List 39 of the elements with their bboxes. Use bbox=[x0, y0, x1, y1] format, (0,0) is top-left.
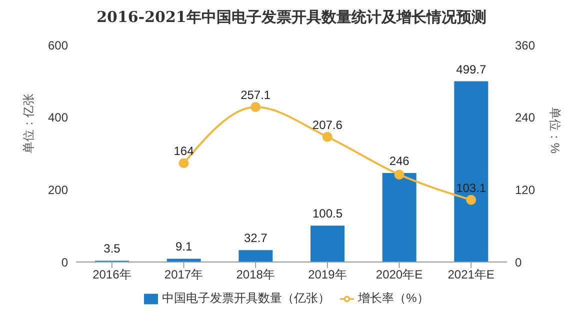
legend-label: 增长率（%） bbox=[358, 291, 429, 305]
data-label: 257.1 bbox=[240, 88, 271, 102]
y2-tick-label: 360 bbox=[515, 38, 536, 52]
x-tick-label: 2019年 bbox=[308, 268, 347, 282]
data-label: 207.6 bbox=[312, 118, 343, 132]
y-axis-title: 单位：亿张 bbox=[21, 94, 36, 154]
point bbox=[250, 102, 261, 112]
data-label: 499.7 bbox=[456, 62, 487, 76]
bar bbox=[238, 250, 273, 262]
x-tick-label: 2018年 bbox=[236, 268, 275, 282]
data-label: 3.5 bbox=[104, 242, 121, 256]
x-tick-label: 2017年 bbox=[164, 268, 204, 282]
data-label: 103.1 bbox=[456, 180, 486, 195]
point bbox=[466, 194, 476, 205]
y-tick-label: 400 bbox=[48, 110, 68, 125]
y-tick-label: 200 bbox=[48, 182, 68, 197]
bar bbox=[382, 173, 416, 262]
bar bbox=[166, 258, 201, 262]
chart-title: 2016-2021年中国电子发票开具数量统计及增长情况预测 bbox=[96, 8, 488, 27]
legend-label: 中国电子发票开具数量（亿张） bbox=[162, 291, 330, 305]
point bbox=[322, 132, 332, 142]
y-tick-label: 600 bbox=[48, 38, 68, 52]
y-tick-label: 0 bbox=[61, 255, 68, 270]
bar bbox=[310, 226, 344, 262]
data-label: 100.5 bbox=[312, 206, 343, 221]
y2-tick-label: 120 bbox=[515, 182, 536, 197]
x-tick-label: 2020年E bbox=[376, 268, 423, 282]
y2-tick-label: 0 bbox=[515, 255, 522, 270]
data-label: 9.1 bbox=[175, 240, 192, 254]
x-tick-label: 2016年 bbox=[92, 268, 132, 282]
y2-tick-label: 240 bbox=[515, 110, 536, 125]
data-label: 164 bbox=[174, 144, 194, 158]
point bbox=[394, 170, 404, 180]
bar bbox=[454, 81, 488, 262]
x-tick-label: 2021年E bbox=[448, 268, 494, 282]
data-label: 32.7 bbox=[244, 231, 268, 246]
point bbox=[178, 158, 189, 168]
y2-axis-title: 单位：% bbox=[548, 106, 562, 154]
data-label: 246 bbox=[389, 154, 410, 168]
